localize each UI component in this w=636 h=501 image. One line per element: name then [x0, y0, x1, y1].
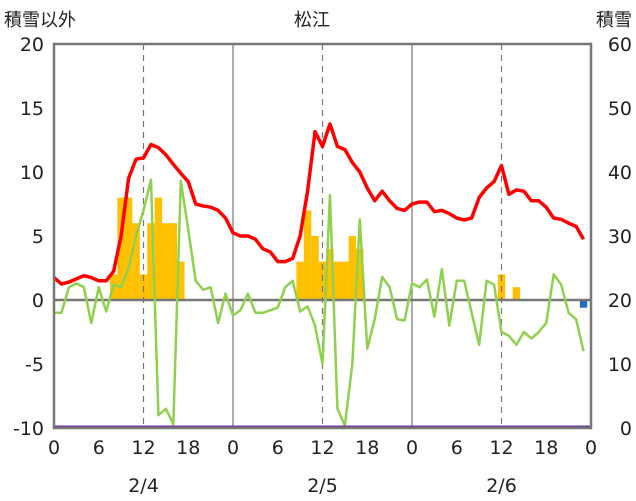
date-labels: 2/4 2/5 2/6	[128, 475, 517, 497]
precip-bar	[303, 210, 312, 300]
negative-bar	[579, 300, 588, 308]
right-tick-label: 40	[608, 162, 632, 184]
date-label: 2/6	[486, 475, 517, 497]
precip-bar	[311, 236, 319, 300]
x-tick-label: 6	[272, 437, 284, 459]
right-tick-label: 30	[608, 226, 632, 248]
x-tick-label: 0	[406, 437, 418, 459]
precip-bar	[341, 261, 349, 300]
x-tick-label: 18	[534, 437, 558, 459]
precip-bar	[177, 261, 185, 300]
x-tick-label: 12	[310, 437, 334, 459]
x-tick-label: 18	[355, 437, 379, 459]
precip-bar	[132, 223, 140, 300]
left-tick-label: 5	[32, 226, 44, 248]
left-tick-label: 20	[20, 34, 44, 56]
temperature-line	[54, 178, 585, 427]
x-tick-label: 6	[451, 437, 463, 459]
precip-bar	[117, 197, 125, 300]
right-tick-label: 20	[608, 290, 632, 312]
date-label: 2/5	[307, 475, 338, 497]
precip-bar	[169, 223, 178, 300]
precip-bar	[124, 197, 133, 300]
right-tick-label: 0	[620, 418, 632, 440]
x-tick-label: 0	[227, 437, 239, 459]
x-tick-label: 12	[489, 437, 513, 459]
x-tick-label: 6	[93, 437, 105, 459]
left-tick-label: 10	[20, 162, 44, 184]
precip-bar	[326, 248, 334, 300]
precip-bar	[296, 261, 304, 300]
precip-bar	[356, 248, 364, 300]
x-tick-label: 0	[585, 437, 597, 459]
left-tick-label: -5	[25, 354, 44, 376]
left-tick-label: -10	[13, 418, 44, 440]
precip-bar	[147, 223, 155, 300]
left-tick-label: 15	[20, 98, 44, 120]
chart-title: 松江	[294, 10, 330, 31]
right-tick-label: 50	[608, 98, 632, 120]
precip-bar	[512, 287, 521, 300]
plot-area	[52, 42, 593, 430]
right-axis-label: 積雪	[596, 10, 632, 31]
left-axis-label: 積雪以外	[4, 10, 76, 31]
plot-frame	[52, 42, 593, 430]
right-tick-label: 10	[608, 354, 632, 376]
precip-bar	[333, 261, 342, 300]
precip-bar	[154, 197, 163, 300]
right-axis-ticks: 60 50 40 30 20 10 0	[608, 34, 632, 440]
x-tick-label: 12	[131, 437, 155, 459]
x-tick-label: 0	[48, 437, 60, 459]
snow-depth-line	[52, 122, 586, 286]
x-tick-label: 18	[176, 437, 200, 459]
left-tick-label: 0	[32, 290, 44, 312]
precip-bar	[162, 223, 170, 300]
precip-bar	[348, 236, 357, 300]
right-tick-label: 60	[608, 34, 632, 56]
date-label: 2/4	[128, 475, 159, 497]
left-axis-ticks: 20 15 10 5 0 -5 -10	[13, 34, 44, 440]
x-axis-ticks: 0 6 12 18 0 6 12 18 0 6 12 18 0	[48, 437, 597, 459]
